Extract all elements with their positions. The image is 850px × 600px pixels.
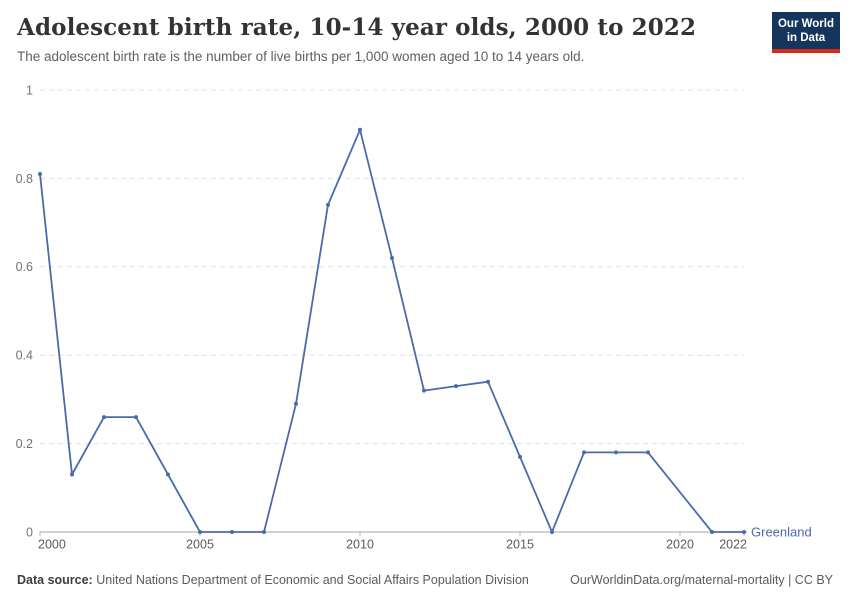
data-point-marker [262,530,266,534]
data-point-marker [486,379,490,384]
x-tick-label: 2005 [186,538,214,552]
y-tick-label: 0 [26,525,33,539]
data-point-marker [550,530,554,534]
x-tick-label: 2020 [666,538,694,552]
data-point-marker [390,256,394,260]
data-point-marker [166,472,170,477]
data-point-marker [326,202,330,207]
chart-footer: Data source: United Nations Department o… [17,573,833,587]
x-tick-label: 2000 [38,538,66,552]
data-point-marker [710,530,714,534]
data-source-text: United Nations Department of Economic an… [96,573,529,587]
data-point-marker [518,454,522,459]
y-tick-label: 0.6 [16,260,33,274]
data-point-marker [38,172,42,176]
chart-subtitle: The adolescent birth rate is the number … [17,49,585,64]
y-tick-label: 0.4 [16,349,33,363]
owid-logo-line2: in Data [786,32,826,44]
x-tick-label: 2022 [719,538,747,552]
data-point-marker [614,450,618,455]
data-source-label: Data source: [17,573,93,587]
entity-label: Greenland [751,525,812,540]
data-point-marker [198,530,202,534]
data-point-marker [358,127,362,132]
owid-logo: Our World in Data [772,12,840,53]
data-source: Data source: United Nations Department o… [17,573,529,587]
x-tick-label: 2015 [506,538,534,552]
x-tick-label: 2010 [346,538,374,552]
data-point-marker [646,450,650,455]
license-link[interactable]: OurWorldinData.org/maternal-mortality | … [570,573,833,587]
data-point-marker [70,472,74,477]
data-point-marker [454,384,458,389]
series-line [39,128,745,533]
data-point-marker [134,415,138,420]
owid-logo-line1: Our World [777,18,834,30]
y-tick-label: 0.2 [16,437,33,451]
y-tick-label: 0.8 [16,172,33,186]
data-point-marker [102,415,106,420]
data-point-marker [742,530,746,534]
page-title: Adolescent birth rate, 10-14 year olds, … [17,14,697,41]
data-point-marker [582,450,586,455]
data-point-marker [422,388,426,393]
data-point-marker [294,401,298,406]
data-point-marker [230,530,234,534]
chart-header: Adolescent birth rate, 10-14 year olds, … [0,0,850,64]
y-tick-label: 1 [26,83,33,97]
